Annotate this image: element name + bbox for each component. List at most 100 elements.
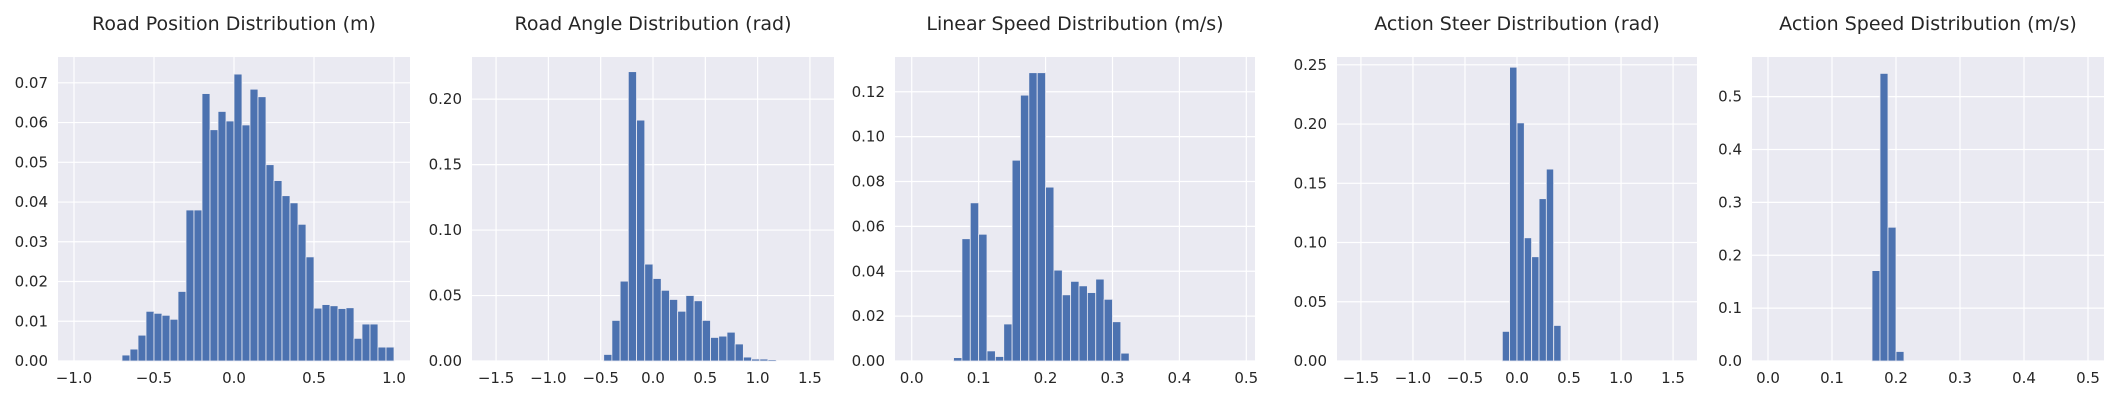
y-tick-label: 0.07 [15,74,48,92]
histogram-bar [193,209,203,362]
y-tick-label: 0.12 [852,83,885,101]
chart-title: Action Speed Distribution (m/s) [1779,13,2077,35]
x-tick-label: 0.0 [641,369,665,387]
histogram-bar [660,289,670,362]
histogram-bar [337,308,347,362]
y-tick-label: 0.20 [1294,115,1327,133]
histogram-bar [644,263,654,362]
y-tick-label: 0.10 [852,128,885,146]
histogram-bar [1061,294,1072,362]
chart-panel-2: −1.5 −1.0 −0.5 0.0 0.5 1.0 1.5 0.00 0.05 0.10 0.15… [429,13,834,387]
histogram-bar [1871,270,1881,362]
histogram-bar [1003,323,1013,362]
histogram-bar [257,96,267,362]
x-tick-label: −0.5 [1447,369,1483,387]
histogram-bar [377,346,387,362]
chart-title: Linear Speed Distribution (m/s) [926,13,1223,35]
plot-background [1752,57,2104,361]
histogram-bar [361,323,371,362]
y-tick-label: 0.25 [1294,56,1327,74]
x-tick-label: −1.0 [1395,369,1431,387]
histogram-bar [129,348,139,362]
histogram-bar [685,295,695,362]
histogram-bar [177,291,187,362]
histogram-bar [767,359,777,362]
histogram-bar [619,280,629,362]
histogram-bar [1895,351,1905,362]
y-tick-label: 0.02 [15,273,48,291]
histogram-bar [169,318,179,362]
histogram-bar [281,195,291,362]
histogram-bar [1501,330,1511,362]
x-tick-label: 0.4 [2012,369,2036,387]
histogram-bar [961,238,971,362]
x-tick-label: −0.5 [582,369,618,387]
histogram-bar [986,350,996,362]
histogram-bar [636,119,646,362]
x-tick-label: 1.0 [1609,369,1633,387]
x-tick-label: 0.1 [1820,369,1844,387]
x-tick-label: 0.2 [1884,369,1908,387]
histogram-bar [1103,298,1113,362]
x-tick-label: 0.5 [1557,369,1581,387]
y-tick-label: 0.04 [852,262,885,280]
histogram-bar [1086,292,1097,362]
histogram-bar [1120,352,1130,362]
histogram-bar [603,354,613,362]
histogram-bar [201,93,211,362]
histogram-bar [978,233,988,362]
histogram-bar [693,300,703,362]
x-tick-label: −1.5 [1343,369,1379,387]
x-tick-label: 1.0 [746,369,770,387]
y-tick-label: 0.02 [852,307,885,325]
histogram-bar [611,320,621,362]
y-tick-label: 0.04 [15,193,48,211]
histogram-bar [669,299,679,362]
histogram-bar [1531,256,1540,362]
histogram-bar [121,354,131,362]
y-tick-label: 0.00 [15,352,48,370]
histogram-bar [1112,321,1122,362]
y-tick-label: 0.03 [15,233,48,251]
histogram-bar [265,164,275,362]
chart-panel-3: 0.0 0.1 0.2 0.3 0.4 0.5 0.00 0.02 0.04 0.06 0.08 0.… [852,13,1259,387]
chart-panel-5: 0.0 0.1 0.2 0.3 0.4 0.5 0.0 0.1 0.2 0.3 0.4 0.5 Acti… [1718,13,2104,387]
histogram-bar [161,314,171,362]
histogram-bar [1523,237,1532,362]
histogram-bar [627,71,637,362]
histogram-bar [734,343,744,362]
histogram-bar [217,111,227,362]
histogram-bar [994,356,1005,362]
histogram-bar [233,73,243,362]
histogram-bar [1545,168,1555,362]
histogram-bar [345,307,355,362]
histogram-bar [1053,269,1063,362]
y-tick-label: 0.00 [852,352,885,370]
histogram-bar [249,88,259,362]
histogram-bar [321,304,331,362]
histogram-bar [145,310,155,362]
histogram-bar [1011,159,1021,362]
histogram-bar [353,337,363,362]
histogram-bar [137,334,147,362]
histogram-bar [1553,325,1562,362]
histogram-bar [1879,72,1889,362]
histogram-bar [710,337,720,362]
histogram-bar [1070,280,1080,362]
x-tick-label: 0.0 [222,369,246,387]
histogram-bar [225,120,235,362]
histogram-bar [1095,278,1105,362]
y-tick-label: 0.05 [1294,293,1327,311]
y-tick-label: 0.15 [1294,174,1327,192]
x-tick-label: 0.0 [1756,369,1780,387]
histogram-bar [718,335,728,362]
histogram-bar [209,129,219,362]
y-tick-label: 0.2 [1718,246,1742,264]
y-tick-label: 0.00 [1294,352,1327,370]
histogram-bar [1538,198,1547,362]
x-tick-label: 0.2 [1034,369,1058,387]
x-tick-label: 0.4 [1167,369,1191,387]
chart-panel-1: −1.0 −0.5 0.0 0.5 1.0 0.00 0.01 0.02 0.03 0.04 0.0… [15,13,410,387]
x-tick-label: 1.0 [382,369,406,387]
